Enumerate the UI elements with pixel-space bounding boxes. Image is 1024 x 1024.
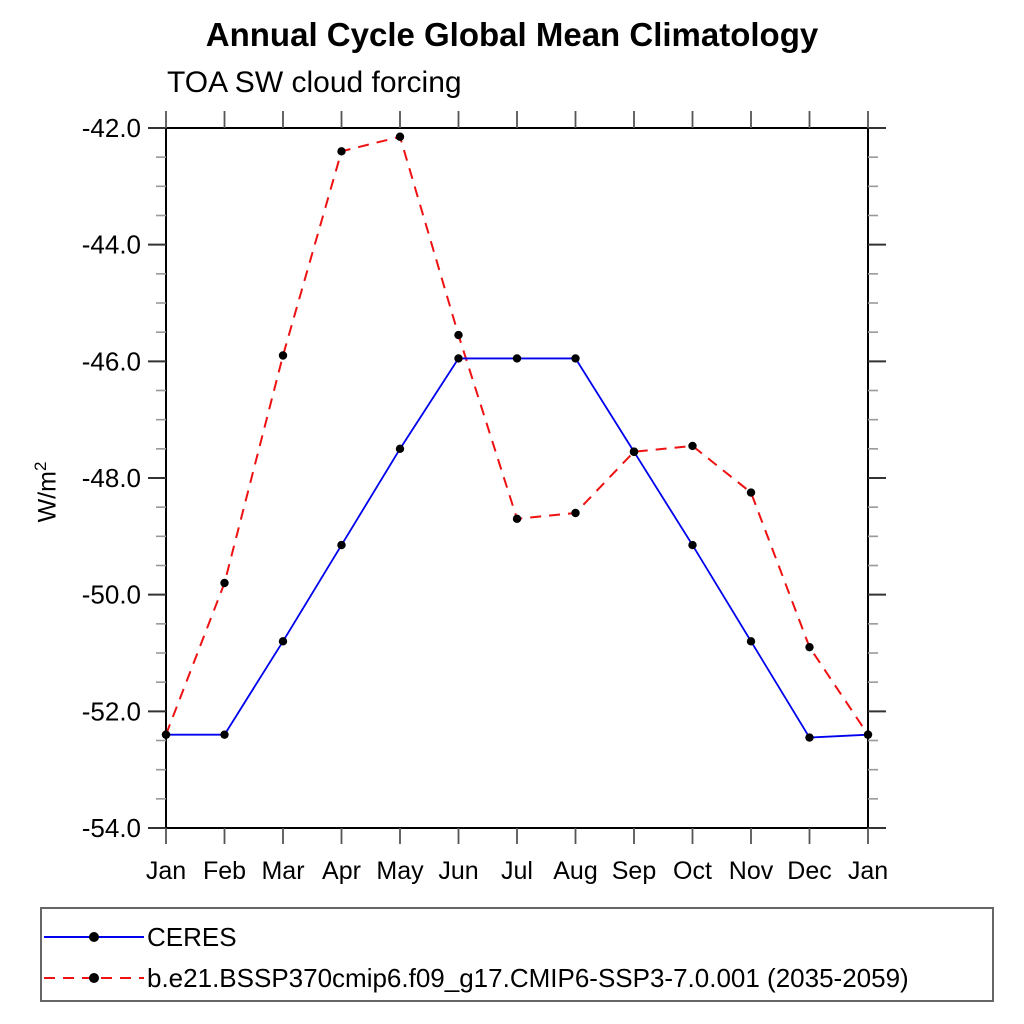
x-tick-label: Feb	[203, 857, 246, 885]
data-point-marker	[571, 354, 580, 363]
data-point-marker	[454, 354, 463, 363]
data-point-marker	[395, 444, 405, 454]
data-point-marker	[278, 637, 288, 646]
series-line-ceres	[166, 357, 869, 739]
x-tick-label: Jan	[146, 857, 186, 885]
legend-marker-dot	[89, 973, 99, 983]
legend-key-model	[44, 973, 144, 983]
data-point-marker	[395, 132, 405, 141]
data-point-marker	[688, 441, 697, 451]
legend-item-ceres: CERES	[42, 922, 237, 952]
axis-frame	[165, 127, 869, 829]
legend-key-ceres	[44, 932, 144, 942]
x-tick-label: Aug	[553, 857, 597, 885]
data-point-marker	[220, 578, 229, 588]
x-tick-label: Mar	[261, 857, 304, 885]
data-point-marker	[863, 730, 873, 739]
legend: CERES b.e21.BSSP370cmip6.f09_g17.CMIP6-S…	[40, 907, 994, 1002]
data-point-marker	[746, 488, 756, 497]
y-tick-label: -50.0	[82, 580, 141, 610]
data-point-marker	[746, 637, 756, 646]
data-point-marker	[161, 730, 171, 739]
x-tick-label: Nov	[729, 857, 774, 885]
y-tick-label: -54.0	[82, 813, 141, 843]
y-tick-label: -52.0	[82, 696, 141, 726]
data-point-marker	[337, 147, 346, 156]
series-line-model	[165, 135, 869, 736]
x-tick-label: Sep	[612, 857, 656, 885]
data-point-marker	[278, 351, 288, 360]
data-point-marker	[805, 642, 814, 652]
legend-label-ceres: CERES	[147, 921, 237, 952]
chart-subtitle: TOA SW cloud forcing	[167, 66, 462, 99]
y-tick-label: -46.0	[82, 346, 141, 376]
data-point-marker	[454, 330, 463, 340]
data-point-marker	[220, 730, 229, 739]
x-tick-label: May	[376, 857, 424, 885]
y-tick-label: -48.0	[82, 463, 141, 493]
y-tick-label: -44.0	[82, 230, 141, 260]
chart-title: Annual Cycle Global Mean Climatology	[205, 16, 819, 53]
x-tick-label: Jan	[848, 857, 888, 885]
data-point-marker	[512, 514, 522, 524]
x-tick-label: Apr	[322, 857, 361, 885]
data-point-marker	[688, 540, 697, 550]
y-tick-label: -42.0	[82, 113, 141, 143]
data-point-marker	[571, 508, 580, 518]
data-point-marker	[337, 540, 346, 550]
legend-label-model: b.e21.BSSP370cmip6.f09_g17.CMIP6-SSP3-7.…	[147, 962, 909, 993]
legend-marker-dot	[89, 932, 99, 942]
x-tick-label: Dec	[787, 857, 831, 885]
x-tick-label: Jun	[438, 857, 478, 885]
x-tick-label: Jul	[501, 857, 533, 885]
data-point-marker	[512, 354, 522, 363]
x-tick-label: Oct	[673, 857, 712, 885]
data-point-marker	[629, 447, 639, 456]
data-point-marker	[805, 733, 814, 742]
legend-item-model: b.e21.BSSP370cmip6.f09_g17.CMIP6-SSP3-7.…	[42, 963, 909, 993]
